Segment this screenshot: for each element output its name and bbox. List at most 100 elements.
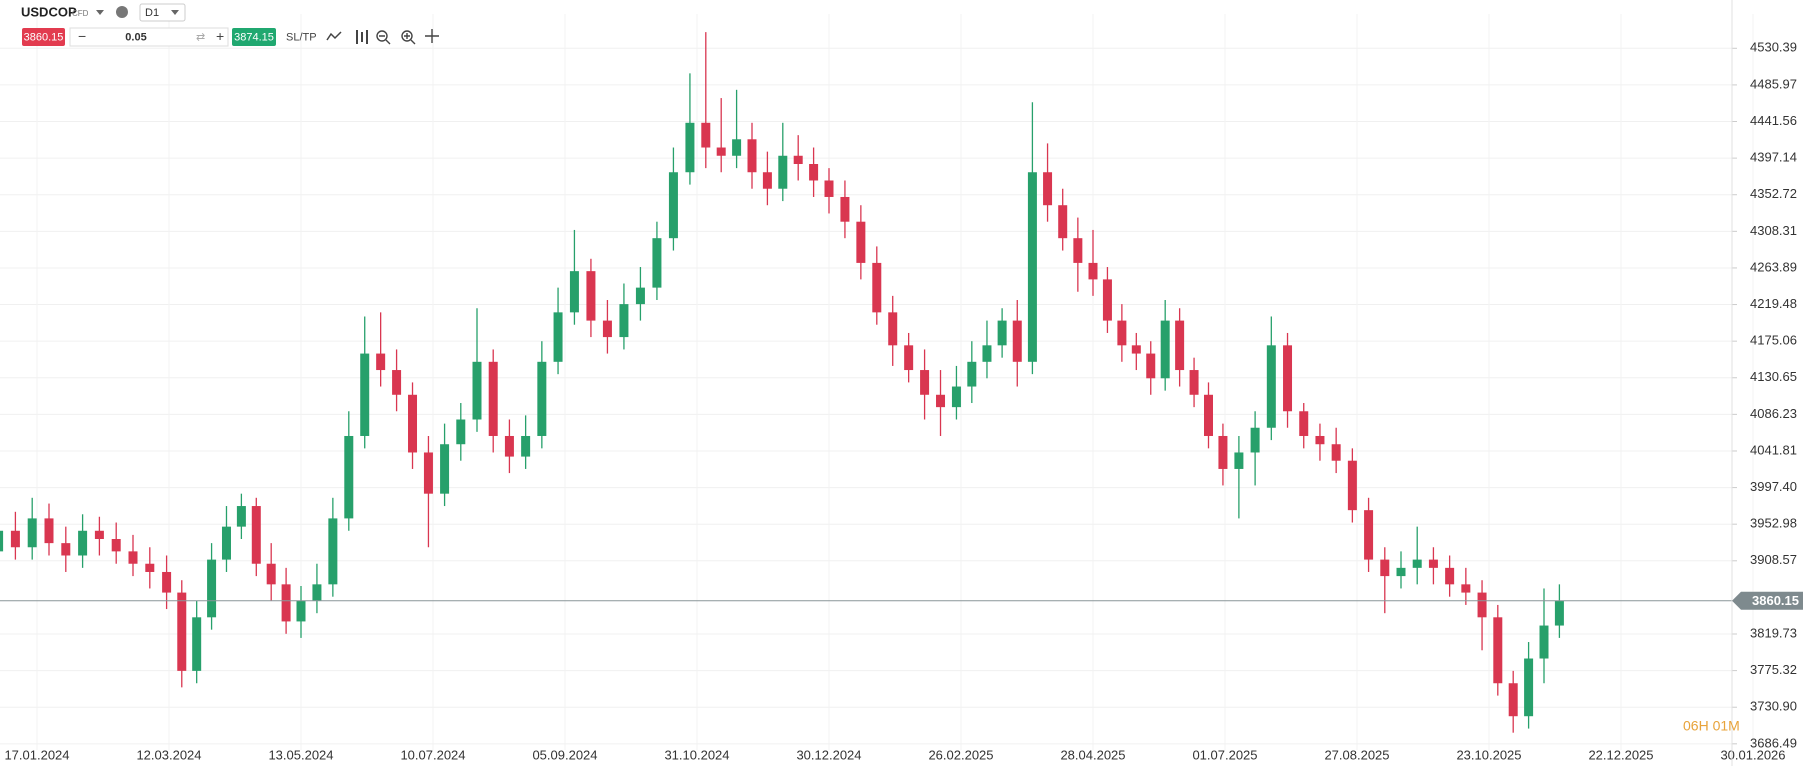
candle-body bbox=[408, 394, 418, 453]
candle-body bbox=[951, 386, 961, 408]
x-tick-label: 12.03.2024 bbox=[136, 747, 201, 762]
candle-body bbox=[1283, 345, 1293, 412]
y-tick-label: 4219.48 bbox=[1750, 296, 1797, 311]
zoom-out[interactable] bbox=[376, 30, 388, 42]
sell-button[interactable] bbox=[22, 28, 65, 46]
y-tick-label: 4086.23 bbox=[1750, 406, 1797, 421]
grid bbox=[0, 14, 1754, 750]
candle-body bbox=[207, 559, 217, 618]
candle-body bbox=[809, 164, 819, 181]
candle-body bbox=[1299, 411, 1309, 436]
candle-body bbox=[177, 592, 187, 671]
y-tick-label: 4175.06 bbox=[1750, 333, 1797, 348]
interval: D1 bbox=[145, 7, 159, 19]
candle-body bbox=[1428, 559, 1438, 568]
candle-body bbox=[1146, 353, 1156, 379]
zoom-in-glyph bbox=[404, 33, 416, 45]
plus[interactable]: + bbox=[216, 28, 224, 44]
x-tick-label: 31.10.2024 bbox=[664, 747, 729, 762]
candle-body bbox=[1250, 427, 1260, 453]
candle-body bbox=[1043, 172, 1053, 206]
volume-input[interactable] bbox=[69, 27, 229, 47]
symbol-dropdown[interactable] bbox=[96, 10, 104, 15]
y-tick-label: 3686.49 bbox=[1750, 735, 1797, 750]
swap-icon[interactable]: ⇄ bbox=[196, 31, 205, 43]
candle-body bbox=[423, 452, 433, 494]
x-tick-label: 13.05.2024 bbox=[268, 747, 333, 762]
candle-body bbox=[236, 506, 246, 527]
candle-body bbox=[1461, 584, 1471, 593]
y-tick-label: 3819.73 bbox=[1750, 625, 1797, 640]
y-tick-label: 4041.81 bbox=[1750, 442, 1797, 457]
y-tick-label: 3775.32 bbox=[1750, 662, 1797, 677]
candle-body bbox=[145, 563, 155, 572]
y-tick-label: 3952.98 bbox=[1750, 516, 1797, 531]
y-tick-label: 4308.31 bbox=[1750, 223, 1797, 238]
zoom-in[interactable] bbox=[401, 30, 413, 42]
candle-body bbox=[793, 155, 803, 165]
candle-body bbox=[1524, 658, 1534, 717]
candle-body bbox=[997, 320, 1007, 346]
candle-body bbox=[296, 600, 306, 622]
candle-body bbox=[1493, 617, 1503, 684]
candle-body bbox=[504, 435, 514, 457]
candle-body bbox=[1160, 320, 1170, 379]
candle-body bbox=[1102, 279, 1112, 321]
candle-body bbox=[472, 361, 482, 420]
candle-body bbox=[162, 571, 172, 593]
candle-body bbox=[1347, 460, 1357, 511]
sltp[interactable]: SL/TP bbox=[286, 31, 317, 43]
x-tick-label: 26.02.2025 bbox=[928, 747, 993, 762]
candle-body bbox=[27, 518, 37, 548]
candle-body bbox=[192, 617, 202, 671]
candle-tool[interactable] bbox=[356, 30, 368, 44]
x-tick-label: 30.12.2024 bbox=[796, 747, 861, 762]
symbol[interactable]: USDCOP bbox=[21, 4, 77, 19]
candle-body bbox=[1218, 435, 1228, 469]
x-tick-label: 05.09.2024 bbox=[532, 747, 597, 762]
minus[interactable]: − bbox=[78, 28, 86, 44]
candle-body bbox=[1331, 444, 1341, 461]
candle-body bbox=[1073, 238, 1083, 263]
toolbar: USDCOP CFD D1 3860.15 − 0.05 ⇄ + 3874.15… bbox=[21, 3, 439, 47]
candle-body bbox=[1539, 625, 1549, 659]
zoom-out-glyph bbox=[379, 35, 391, 45]
y-tick-label: 4397.14 bbox=[1750, 150, 1797, 165]
candle-body bbox=[521, 435, 531, 457]
candle-body bbox=[732, 139, 742, 156]
axes: 3686.49 3730.90 3775.32 3819.73 3908.57 3952.… bbox=[4, 0, 1803, 766]
candle-body bbox=[1204, 394, 1213, 436]
y-tick-label: 4485.97 bbox=[1750, 76, 1797, 91]
x-tick-label: 23.10.2025 bbox=[1456, 747, 1521, 762]
x-tick-label: 17.01.2024 bbox=[4, 747, 69, 762]
candle-body bbox=[1380, 559, 1390, 577]
crosshair-tool[interactable] bbox=[425, 29, 439, 43]
candle-body bbox=[872, 262, 882, 313]
candle-body bbox=[392, 370, 402, 395]
candle-body bbox=[1117, 320, 1127, 346]
info-icon[interactable] bbox=[116, 6, 128, 18]
candle-body bbox=[488, 361, 498, 436]
candle-body bbox=[1396, 567, 1406, 577]
interval-select[interactable] bbox=[139, 3, 186, 22]
candle-body bbox=[0, 530, 4, 552]
buy-button[interactable] bbox=[232, 28, 276, 46]
candle-body bbox=[1189, 370, 1199, 395]
candle-body bbox=[281, 584, 291, 622]
line-tool[interactable] bbox=[326, 31, 342, 41]
candle-body bbox=[904, 345, 914, 371]
x-tick-label: 27.08.2025 bbox=[1324, 747, 1389, 762]
y-tick-label: 4441.56 bbox=[1750, 113, 1797, 128]
y-tick-label: 3997.40 bbox=[1750, 479, 1797, 494]
candle-body bbox=[111, 539, 121, 552]
candle-body bbox=[553, 312, 563, 362]
candle-body bbox=[1088, 262, 1098, 280]
candle-body bbox=[824, 180, 834, 197]
candle-body bbox=[762, 172, 772, 189]
bid-price: 3860.15 bbox=[24, 31, 64, 43]
candle-body bbox=[1315, 435, 1325, 445]
candle-body bbox=[840, 196, 850, 222]
candle-body bbox=[967, 361, 977, 387]
y-tick-label: 4352.72 bbox=[1750, 186, 1797, 201]
